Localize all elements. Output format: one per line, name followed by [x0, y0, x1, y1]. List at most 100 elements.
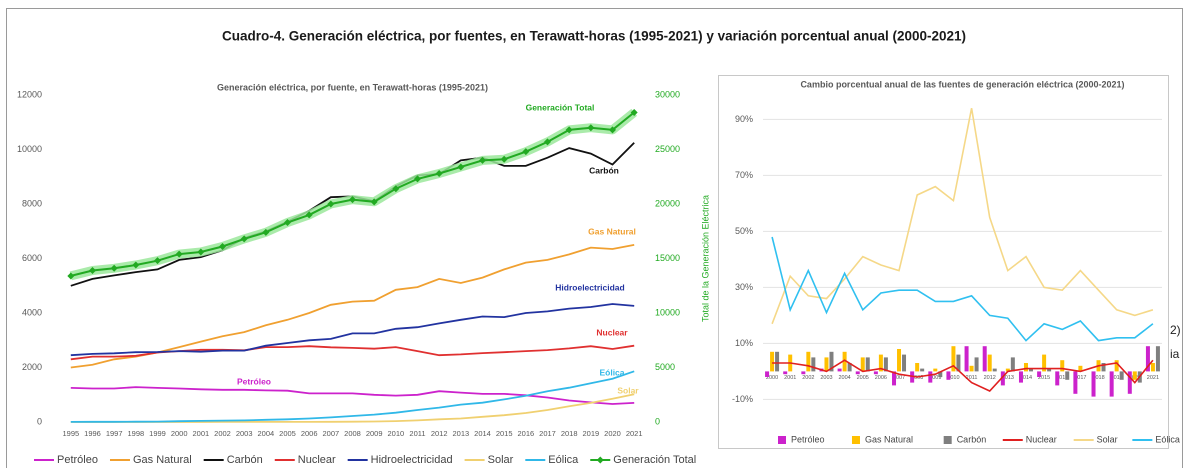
- x-tick-label: 2018: [561, 429, 578, 438]
- x-tick-label: 2003: [236, 429, 253, 438]
- marker: [240, 235, 248, 243]
- x-tick-label: 2007: [893, 375, 905, 381]
- bar: [770, 351, 775, 372]
- bar: [1023, 363, 1028, 372]
- bar: [873, 371, 878, 375]
- line: [70, 386, 635, 405]
- bar: [1073, 371, 1078, 394]
- x-tick-label: 2004: [838, 375, 850, 381]
- bar: [902, 354, 907, 372]
- marker: [327, 200, 335, 208]
- bar: [1060, 360, 1065, 372]
- legend-label: Petróleo: [57, 454, 98, 466]
- bar: [992, 368, 997, 372]
- legend-swatch: [851, 436, 860, 444]
- x-tick-label: 2008: [911, 375, 923, 381]
- x-tick-label: 2019: [582, 429, 599, 438]
- marker: [219, 243, 226, 251]
- y-tick-label: 50%: [735, 226, 753, 236]
- y2-tick-label: 30000: [655, 89, 680, 99]
- chart-title: Generación eléctrica, por fuente, en Ter…: [217, 82, 488, 92]
- bar: [842, 351, 847, 372]
- bar: [928, 371, 933, 383]
- bar: [933, 368, 938, 372]
- series-annotation: Nuclear: [596, 327, 628, 337]
- x-tick-label: 2008: [344, 429, 361, 438]
- legend-label: Eólica: [1155, 434, 1180, 444]
- x-tick-label: 2010: [387, 429, 404, 438]
- series-annotation: Generación Total: [526, 102, 595, 112]
- bar: [969, 365, 974, 372]
- chart-title: Cambio porcentual anual de las fuentes d…: [800, 79, 1124, 89]
- x-tick-label: 2012: [984, 375, 996, 381]
- x-tick-label: 2002: [214, 429, 231, 438]
- bar: [1005, 368, 1010, 372]
- clipped-text: 2): [1170, 323, 1181, 337]
- y-tick-label: 0: [37, 416, 42, 426]
- x-tick-label: 2013: [1002, 375, 1014, 381]
- bar: [982, 346, 987, 372]
- bar: [847, 363, 852, 372]
- line: [70, 370, 635, 423]
- series-annotation: Hidroelectricidad: [555, 282, 624, 292]
- marker: [284, 219, 291, 227]
- bar: [883, 357, 888, 372]
- y-tick-label: 2000: [22, 362, 42, 372]
- x-tick-label: 1998: [127, 429, 144, 438]
- y-tick-label: 4000: [22, 307, 42, 317]
- x-tick-label: 2014: [1020, 375, 1032, 381]
- clipped-text: ia: [1170, 347, 1180, 361]
- bar: [964, 346, 969, 372]
- x-tick-label: 2020: [604, 429, 621, 438]
- bar: [829, 351, 834, 372]
- x-tick-label: 2006: [875, 375, 887, 381]
- y2-tick-label: 10000: [655, 307, 680, 317]
- marker: [262, 228, 270, 236]
- bar: [855, 371, 860, 375]
- bar: [956, 354, 961, 372]
- legend-swatch: [943, 436, 952, 444]
- bar: [1101, 363, 1106, 372]
- legend-label: Nuclear: [298, 454, 336, 466]
- legend-label: Gas Natural: [133, 454, 192, 466]
- marker: [457, 163, 465, 171]
- bar: [1042, 354, 1047, 372]
- legend-swatch: [778, 436, 786, 444]
- x-tick-label: 2001: [784, 375, 796, 381]
- marker: [565, 126, 573, 134]
- bar: [897, 349, 902, 372]
- marker: [197, 248, 205, 256]
- y-tick-label: 12000: [17, 89, 42, 99]
- x-tick-label: 2005: [279, 429, 296, 438]
- y2-tick-label: 15000: [655, 253, 680, 263]
- y-tick-label: 6000: [22, 253, 42, 263]
- legend-marker: [596, 456, 604, 464]
- marker: [609, 126, 616, 134]
- x-tick-label: 2001: [192, 429, 209, 438]
- legend-label: Hidroelectricidad: [371, 454, 453, 466]
- marker: [154, 257, 161, 265]
- x-tick-label: 2021: [626, 429, 643, 438]
- bar: [1114, 360, 1119, 372]
- series-annotation: Solar: [617, 385, 639, 395]
- bar: [951, 346, 956, 372]
- page-title: Cuadro-4. Generación eléctrica, por fuen…: [222, 29, 966, 44]
- line: [70, 303, 635, 357]
- bar: [1132, 371, 1137, 380]
- bar: [1150, 363, 1155, 372]
- marker: [435, 169, 443, 177]
- legend-label: Generación Total: [613, 454, 696, 466]
- bar: [837, 368, 842, 372]
- x-tick-label: 2013: [452, 429, 469, 438]
- line: [772, 359, 1154, 392]
- bar: [783, 371, 788, 375]
- bar: [915, 363, 920, 372]
- bar: [806, 351, 811, 372]
- y-tick-label: 90%: [735, 114, 753, 124]
- marker: [175, 250, 183, 258]
- marker: [587, 124, 595, 132]
- marker: [630, 108, 638, 116]
- legend-label: Nuclear: [1026, 434, 1057, 444]
- x-tick-label: 2000: [171, 429, 188, 438]
